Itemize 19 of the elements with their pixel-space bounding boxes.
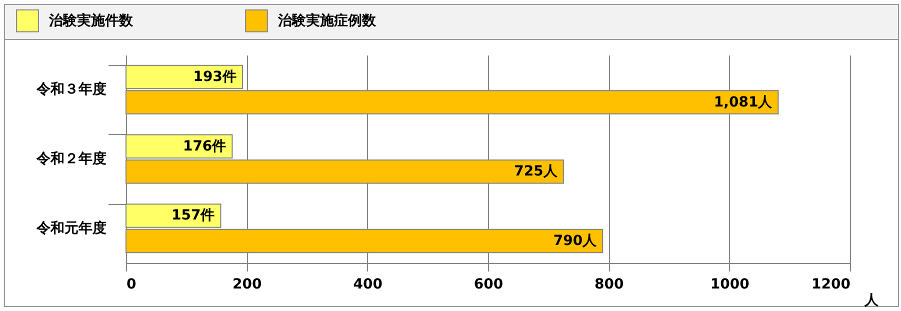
data-label: 725人 bbox=[514, 164, 558, 180]
data-label: 790人 bbox=[553, 232, 598, 249]
x-tick-label: 1200 bbox=[812, 276, 851, 292]
data-label: 193件 bbox=[193, 69, 236, 86]
data-label: 176件 bbox=[182, 138, 226, 154]
legend-label: 治験実施症例数 bbox=[277, 12, 377, 29]
x-axis-title: 人 bbox=[864, 292, 880, 308]
x-tick-label: 800 bbox=[594, 276, 624, 292]
y-tick-label: 令和元年度 bbox=[36, 219, 106, 236]
data-label: 157件 bbox=[171, 208, 215, 224]
y-tick-label: 令和２年度 bbox=[36, 150, 106, 167]
data-label: 1,081人 bbox=[714, 94, 774, 110]
x-tick-label: 400 bbox=[353, 276, 383, 292]
x-tick-label: 0 bbox=[126, 276, 136, 292]
x-tick-label: 1000 bbox=[710, 276, 750, 292]
x-tick-label: 600 bbox=[474, 276, 504, 292]
legend-label: 治験実施件数 bbox=[48, 12, 134, 29]
x-tick-label: 200 bbox=[232, 276, 262, 292]
y-tick-label: 令和３年度 bbox=[36, 80, 106, 98]
